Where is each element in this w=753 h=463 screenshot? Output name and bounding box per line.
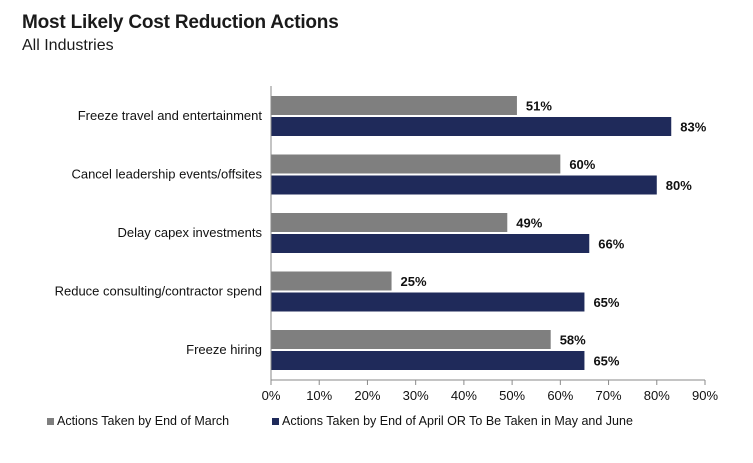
- bar-march-2: [271, 213, 508, 232]
- legend-label-april-june: Actions Taken by End of April OR To Be T…: [282, 414, 633, 428]
- legend-label-march: Actions Taken by End of March: [57, 414, 229, 428]
- bar-april-june-1: [271, 175, 657, 195]
- bar-march-3: [271, 271, 392, 291]
- x-tick-label: 70%: [596, 388, 622, 403]
- data-label: 65%: [593, 295, 619, 310]
- x-tick-label: 30%: [403, 388, 429, 403]
- data-label: 49%: [516, 216, 542, 231]
- x-tick-label: 20%: [354, 388, 380, 403]
- x-tick-label: 0%: [262, 388, 281, 403]
- bar-april-june-2: [271, 234, 590, 253]
- legend-swatch-april-june: [272, 418, 279, 425]
- bars-group: 51% 83% 60% 80% 49% 66% 25% 65% 58% 65%: [271, 96, 707, 370]
- bar-march-1: [271, 154, 561, 174]
- data-label: 83%: [680, 120, 706, 135]
- x-tick-label: 90%: [692, 388, 718, 403]
- bar-april-june-3: [271, 292, 585, 312]
- category-labels: Freeze travel and entertainment Cancel le…: [55, 108, 263, 357]
- category-label: Delay capex investments: [117, 225, 262, 240]
- data-label: 58%: [560, 333, 586, 348]
- legend-swatch-march: [47, 418, 54, 425]
- data-label: 66%: [598, 237, 624, 252]
- bar-april-june-4: [271, 351, 585, 370]
- x-tick-label: 50%: [499, 388, 525, 403]
- data-label: 60%: [569, 157, 595, 172]
- category-label: Cancel leadership events/offsites: [71, 167, 262, 182]
- category-label: Freeze hiring: [186, 342, 262, 357]
- data-label: 25%: [401, 274, 427, 289]
- chart-subtitle: All Industries: [22, 37, 114, 54]
- x-tick-label: 80%: [644, 388, 670, 403]
- x-tick-label: 10%: [306, 388, 332, 403]
- bar-march-0: [271, 96, 517, 115]
- bar-march-4: [271, 330, 551, 349]
- category-label: Reduce consulting/contractor spend: [55, 284, 262, 299]
- x-tick-label: 40%: [451, 388, 477, 403]
- data-label: 80%: [666, 178, 692, 193]
- chart-title: Most Likely Cost Reduction Actions: [22, 12, 339, 33]
- category-label: Freeze travel and entertainment: [78, 108, 263, 123]
- bar-april-june-0: [271, 117, 672, 136]
- legend: Actions Taken by End of March Actions Tak…: [47, 414, 633, 428]
- data-label: 65%: [593, 354, 619, 369]
- data-label: 51%: [526, 99, 552, 114]
- x-axis: 0% 10% 20% 30% 40% 50% 60% 70% 80% 90%: [262, 86, 718, 403]
- x-tick-label: 60%: [547, 388, 573, 403]
